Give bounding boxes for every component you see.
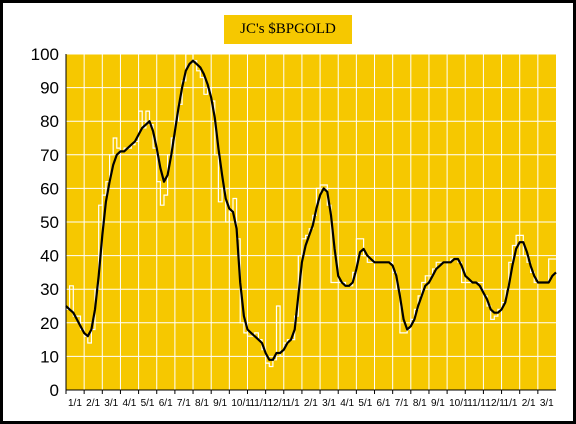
x-tick-label: 11/1 xyxy=(249,398,268,409)
y-axis: 0 10 20 30 40 50 60 70 80 90 100 xyxy=(31,45,67,400)
y-tick-label: 50 xyxy=(40,213,59,232)
smoothed-series-line xyxy=(65,59,557,361)
x-tick-label: 3/1 xyxy=(540,398,554,409)
x-tick-label: 1/1 xyxy=(286,398,300,409)
x-tick-label: 8/1 xyxy=(195,398,209,409)
x-tick-label: 6/1 xyxy=(159,398,173,409)
y-tick-label: 40 xyxy=(40,247,59,266)
x-tick-label: 2/1 xyxy=(522,398,536,409)
x-tick-label: 1/1 xyxy=(504,398,518,409)
x-tick-label: 9/1 xyxy=(213,398,227,409)
x-tick-label: 10/1 xyxy=(449,398,469,409)
x-tick-label: 6/1 xyxy=(377,398,391,409)
y-tick-label: 100 xyxy=(31,45,59,64)
x-tick-label: 8/1 xyxy=(413,398,427,409)
raw-series-line xyxy=(66,53,556,368)
grid-lines xyxy=(66,53,556,390)
y-tick-label: 0 xyxy=(50,381,59,400)
x-tick-label: 2/1 xyxy=(304,398,318,409)
x-tick-label: 9/1 xyxy=(431,398,445,409)
x-tick-label: 3/1 xyxy=(322,398,336,409)
x-tick-label: 5/1 xyxy=(141,398,155,409)
y-tick-label: 70 xyxy=(40,146,59,165)
smoothed-series xyxy=(65,59,557,361)
x-tick-label: 4/1 xyxy=(122,398,136,409)
x-tick-label: 7/1 xyxy=(395,398,409,409)
x-tick-label: 5/1 xyxy=(358,398,372,409)
x-tick-label: 3/1 xyxy=(104,398,118,409)
x-tick-label: 7/1 xyxy=(177,398,191,409)
x-axis: 1/1 2/1 3/1 4/1 5/1 6/1 7/1 8/1 9/1 10/111/1 12/11… xyxy=(65,389,556,409)
y-tick-label: 60 xyxy=(40,179,59,198)
x-tick-label: 1/1 xyxy=(68,398,82,409)
x-tick-label: 4/1 xyxy=(340,398,354,409)
y-tick-label: 90 xyxy=(40,79,59,98)
x-tick-label: 12/1 xyxy=(268,398,288,409)
y-tick-label: 80 xyxy=(40,112,59,131)
x-tick-label: 10/1 xyxy=(231,398,251,409)
y-tick-label: 20 xyxy=(40,314,59,333)
y-tick-label: 30 xyxy=(40,280,59,299)
raw-series xyxy=(66,53,556,368)
chart-title: JC's $BPGOLD xyxy=(224,15,352,44)
x-tick-label: 11/1 xyxy=(467,398,486,409)
y-tick-label: 10 xyxy=(40,347,59,366)
x-tick-label: 2/1 xyxy=(86,398,100,409)
x-tick-label: 12/1 xyxy=(485,398,505,409)
